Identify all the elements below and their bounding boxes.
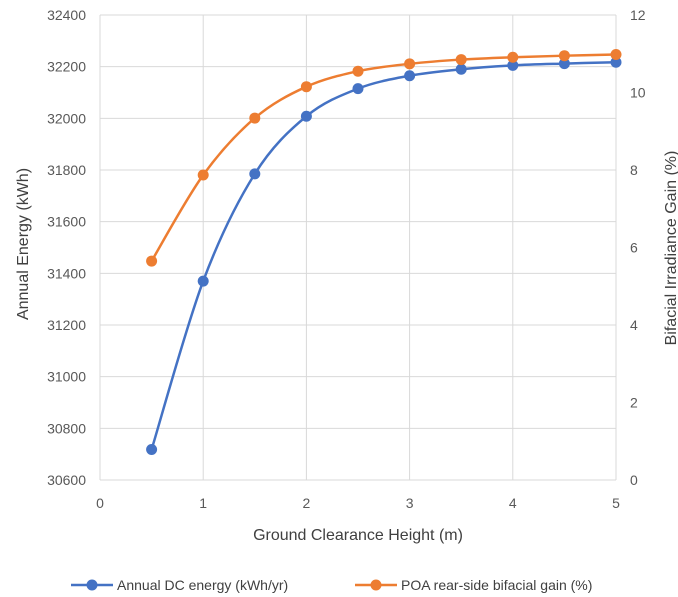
data-point xyxy=(610,49,622,61)
x-tick-label: 3 xyxy=(406,495,414,511)
x-tick-label: 0 xyxy=(96,495,104,511)
data-point xyxy=(455,63,467,75)
gridlines xyxy=(99,14,617,481)
data-point xyxy=(352,83,364,95)
y-tick-label: 32200 xyxy=(47,59,86,75)
y-tick-label: 32000 xyxy=(47,110,86,126)
data-point xyxy=(249,168,261,180)
legend: Annual DC energy (kWh/yr) POA rear-side … xyxy=(71,577,592,593)
y2-tick-label: 0 xyxy=(630,472,638,488)
series-layer xyxy=(146,49,622,456)
y-tick-label: 30800 xyxy=(47,420,86,436)
series-dc-energy xyxy=(146,56,622,456)
y-tick-label: 31800 xyxy=(47,162,86,178)
data-point xyxy=(300,110,312,122)
y2-tick-label: 4 xyxy=(630,317,638,333)
y-tick-label: 31000 xyxy=(47,369,86,385)
y2-tick-label: 8 xyxy=(630,162,638,178)
data-point xyxy=(610,56,622,68)
x-tick-label: 5 xyxy=(612,495,620,511)
x-axis-ticks: 0 1 2 3 4 5 xyxy=(96,495,620,511)
series-line xyxy=(150,53,617,262)
y2-tick-label: 10 xyxy=(630,85,646,101)
x-tick-label: 4 xyxy=(509,495,517,511)
series-bifacial-gain xyxy=(146,49,622,267)
data-point xyxy=(558,58,570,70)
y2-tick-label: 6 xyxy=(630,240,638,256)
x-tick-label: 1 xyxy=(199,495,207,511)
y-tick-label: 30600 xyxy=(47,472,86,488)
y-axis-title: Annual Energy (kWh) xyxy=(15,168,32,320)
x-axis-title: Ground Clearance Height (m) xyxy=(253,527,463,544)
legend-label-dc-energy: Annual DC energy (kWh/yr) xyxy=(117,577,288,593)
y2-tick-label: 12 xyxy=(630,7,646,23)
data-point xyxy=(197,275,209,287)
data-point xyxy=(404,70,416,82)
data-point xyxy=(249,112,261,124)
legend-label-bifacial-gain: POA rear-side bifacial gain (%) xyxy=(401,577,592,593)
y-tick-label: 31600 xyxy=(47,214,86,230)
y-tick-label: 31200 xyxy=(47,317,86,333)
y2-tick-label: 2 xyxy=(630,395,638,411)
data-point xyxy=(146,444,158,456)
data-point xyxy=(300,81,312,93)
y-tick-label: 32400 xyxy=(47,7,86,23)
data-point xyxy=(197,169,209,181)
y2-axis-title: Bifacial Irradiance Gain (%) xyxy=(663,151,678,346)
data-point xyxy=(507,51,519,63)
data-point xyxy=(146,255,158,267)
data-point xyxy=(352,65,364,77)
left-axis-ticks: 30600 30800 31000 31200 31400 31600 31800 32000… xyxy=(47,7,86,488)
legend-item-dc-energy: Annual DC energy (kWh/yr) xyxy=(71,577,288,593)
y-tick-label: 31400 xyxy=(47,265,86,281)
data-point xyxy=(558,50,570,62)
x-tick-label: 2 xyxy=(303,495,311,511)
data-point xyxy=(507,59,519,71)
data-point xyxy=(404,58,416,70)
data-point xyxy=(455,54,467,66)
right-axis-ticks: 0 2 4 6 8 10 12 xyxy=(630,7,646,488)
legend-item-bifacial-gain: POA rear-side bifacial gain (%) xyxy=(355,577,592,593)
series-line xyxy=(150,61,617,450)
